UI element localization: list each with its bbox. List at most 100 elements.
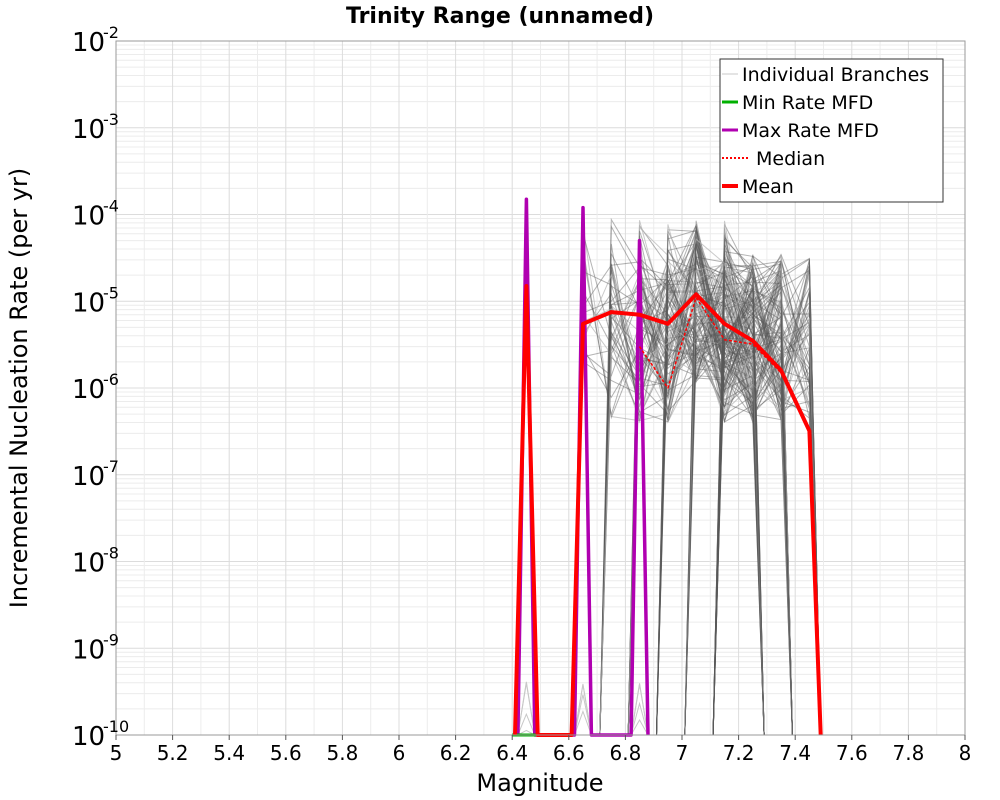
branch-line [571,273,793,736]
branch-line [627,290,793,736]
y-tick-base: 10 [72,722,105,752]
legend: Individual Branches Min Rate MFD Max Rate … [719,58,944,203]
branch-line [599,223,822,736]
branch-line [571,238,765,736]
branch-line [627,253,822,736]
branch-line [571,233,793,736]
branch-line [571,268,822,736]
branch-line [627,254,822,736]
branch-line [712,251,793,736]
y-tick-label: 10-8 [72,544,119,579]
branch-line [627,266,822,736]
branch-line [656,249,765,736]
legend-item: Min Rate MFD [722,92,873,114]
y-tick-exponent: -6 [103,370,119,389]
y-tick-exponent: -8 [103,544,119,563]
x-tick-label: 6.8 [609,741,641,765]
branch-line [630,719,649,736]
x-tick-label: 6.6 [553,741,585,765]
branch-line [656,223,822,736]
y-tick-base: 10 [72,28,105,58]
y-tick-base: 10 [72,115,105,145]
branch-line [627,275,822,736]
y-tick-label: 10-3 [72,110,119,145]
branch-line [627,230,822,736]
legend-label: Mean [742,176,794,198]
branch-line [627,262,793,736]
branch-line [656,224,793,736]
branch-line [599,268,793,736]
y-tick-exponent: -10 [103,717,129,736]
branch-line [627,284,822,736]
branch-line [627,260,822,736]
y-tick-exponent: -2 [103,23,119,42]
branch-line [712,343,793,736]
chart-title: Trinity Range (unnamed) [346,4,654,29]
legend-label: Median [756,148,825,170]
branch-line [630,701,649,736]
branch-line [599,299,765,736]
branch-line [599,295,765,736]
x-tick-label: 7 [676,741,689,765]
y-tick-base: 10 [72,202,105,232]
branch-line [712,313,793,736]
branch-line [627,263,793,736]
branch-line [627,244,765,736]
x-tick-label: 5.6 [270,741,302,765]
branch-line [684,290,765,736]
branch-line [712,319,765,736]
branch-line [712,293,793,736]
branch-line [517,681,536,736]
branch-line [573,684,592,736]
x-axis-label: Magnitude [476,769,603,797]
branch-line [599,217,822,736]
y-tick-base: 10 [72,375,105,405]
branch-line [684,288,822,736]
branch-line [517,712,536,736]
branch-line [571,248,822,736]
branch-line [627,269,793,736]
y-tick-label: 10-6 [72,370,119,405]
y-tick-base: 10 [72,288,105,318]
branch-line [571,254,765,736]
legend-item: Median [722,148,825,170]
branch-line [712,266,765,736]
branch-line [684,269,765,736]
x-tick-label: 6.2 [440,741,472,765]
legend-item: Mean [722,176,794,198]
x-tick-label: 6 [393,741,406,765]
plot-frame [115,40,966,736]
y-tick-base: 10 [72,462,105,492]
branch-line [630,683,649,736]
y-tick-exponent: -7 [103,457,119,476]
branch-line [599,302,793,736]
branch-line [599,253,822,736]
x-tick-label: 5.2 [157,741,189,765]
branch-line [627,245,822,736]
y-ticks: 10-210-310-410-510-610-710-810-910-10 [72,23,129,752]
branch-line [599,224,793,736]
branch-line [599,264,822,736]
y-axis-label: Incremental Nucleation Rate (per yr) [5,168,33,608]
branch-line [712,244,793,736]
y-tick-exponent: -5 [103,283,119,302]
branch-line [712,264,822,736]
branch-line [684,257,822,736]
branch-line [573,694,592,736]
x-tick-label: 7.4 [779,741,811,765]
branch-line [571,277,765,736]
legend-label: Min Rate MFD [742,92,873,114]
legend-item: Max Rate MFD [722,120,879,142]
y-tick-base: 10 [72,635,105,665]
y-tick-label: 10-4 [72,197,119,232]
branch-line [599,278,822,736]
y-tick-exponent: -4 [103,197,119,216]
y-tick-base: 10 [72,549,105,579]
x-tick-label: 7.2 [723,741,755,765]
legend-item: Individual Branches [722,64,929,86]
branch-line [517,729,536,736]
series-median [638,296,782,389]
branch-line [656,275,822,736]
x-tick-label: 7.6 [836,741,868,765]
